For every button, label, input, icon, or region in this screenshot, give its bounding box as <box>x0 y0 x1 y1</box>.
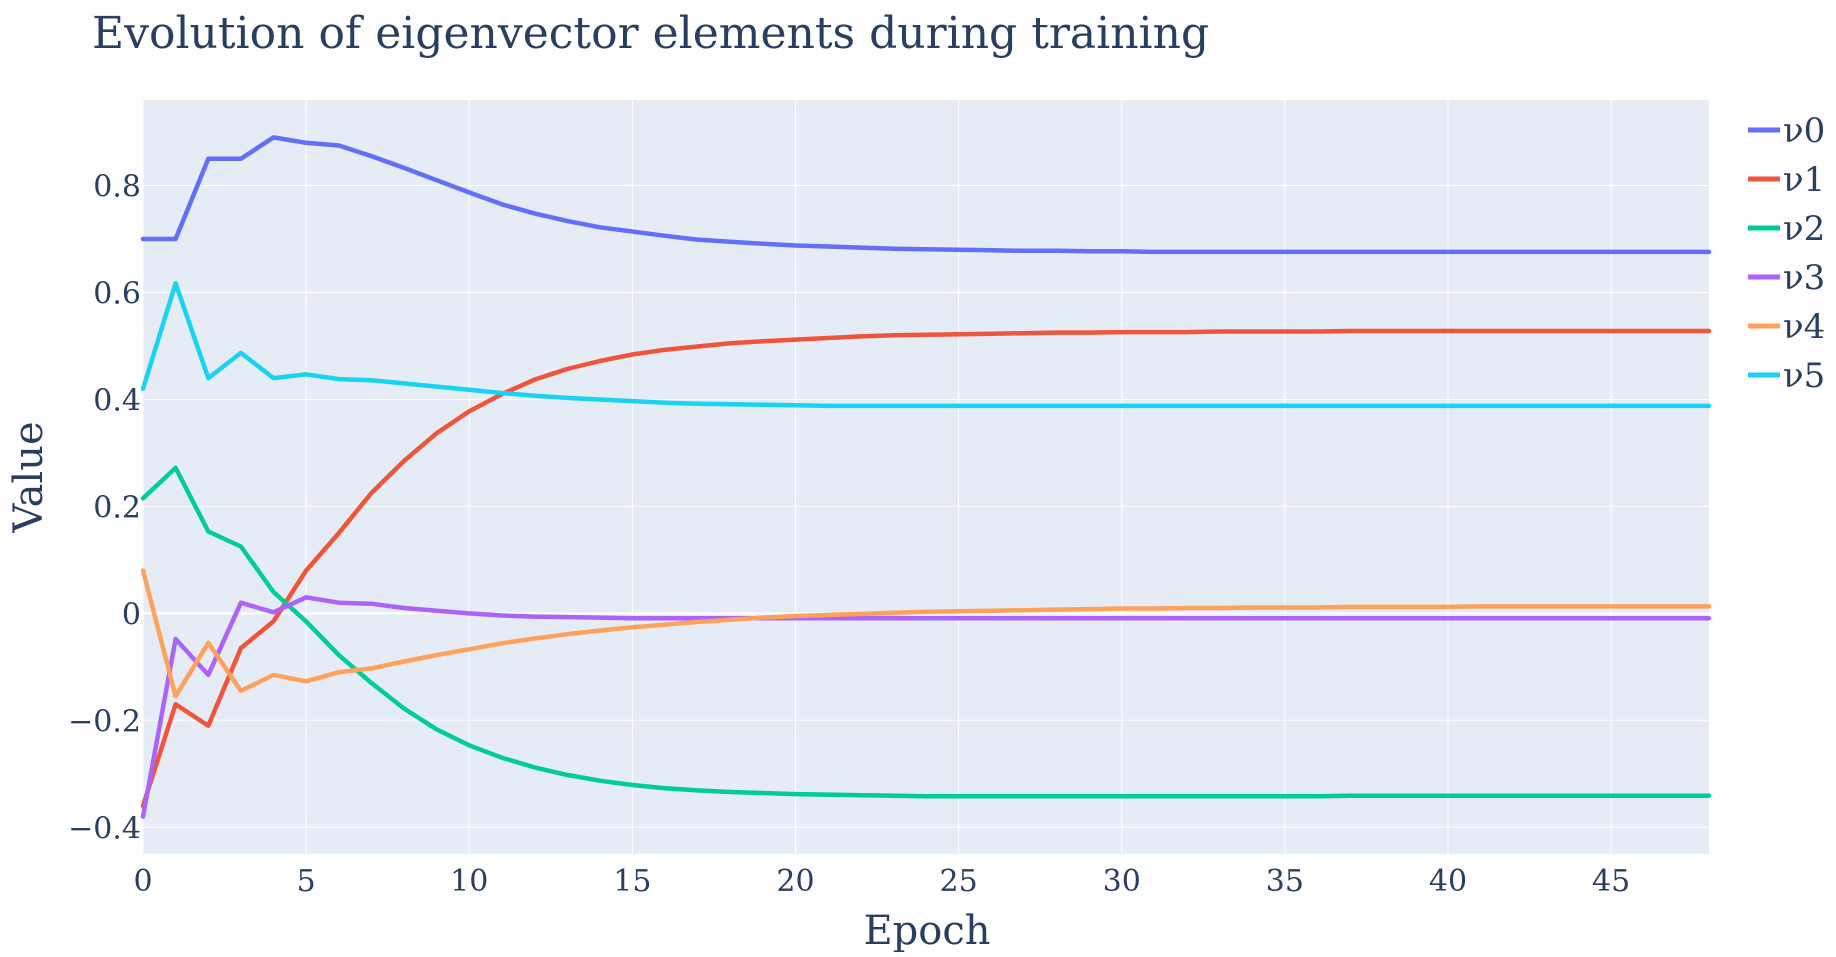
x-tick-label: 30 <box>1103 864 1141 899</box>
legend-label: ν4 <box>1783 307 1825 347</box>
legend-label: ν0 <box>1783 111 1825 151</box>
x-tick-label: 25 <box>940 864 978 899</box>
x-tick-label: 40 <box>1429 864 1467 899</box>
y-tick-label: −0.4 <box>68 811 141 846</box>
y-tick-labels: −0.4 −0.2 0 0.2 0.4 0.6 0.8 <box>68 170 141 847</box>
series-line <box>140 135 1712 255</box>
legend: ν0 ν1 ν2 ν3 ν4 ν5 <box>1748 111 1825 396</box>
series-line <box>140 465 1712 799</box>
y-tick-label: −0.2 <box>68 704 141 739</box>
x-tick-label: 5 <box>297 864 316 899</box>
y-tick-label: 0.2 <box>93 490 141 525</box>
series-line <box>140 568 1712 699</box>
y-tick-label: 0 <box>122 597 141 632</box>
legend-label: ν3 <box>1783 258 1825 298</box>
legend-label: ν1 <box>1783 160 1825 200</box>
x-tick-label: 15 <box>613 864 651 899</box>
legend-label: ν2 <box>1783 209 1825 249</box>
legend-label: ν5 <box>1783 356 1825 396</box>
x-tick-label: 45 <box>1592 864 1630 899</box>
y-tick-label: 0.8 <box>93 170 141 205</box>
x-tick-labels: 0 5 10 15 20 25 30 35 40 45 <box>133 864 1630 899</box>
y-tick-label: 0.6 <box>93 277 141 312</box>
x-axis-title: Epoch <box>863 908 990 952</box>
x-tick-label: 35 <box>1266 864 1304 899</box>
y-tick-label: 0.4 <box>93 383 141 418</box>
plot-area <box>143 100 1709 854</box>
x-tick-label: 10 <box>450 864 488 899</box>
series-line <box>140 328 1712 809</box>
series-lines <box>140 135 1712 819</box>
y-axis-title: Value <box>6 421 52 533</box>
x-tick-label: 0 <box>133 864 152 899</box>
series-line <box>140 281 1712 409</box>
chart-title: Evolution of eigenvector elements during… <box>92 8 1209 59</box>
x-tick-label: 20 <box>776 864 814 899</box>
series-line <box>140 595 1712 819</box>
